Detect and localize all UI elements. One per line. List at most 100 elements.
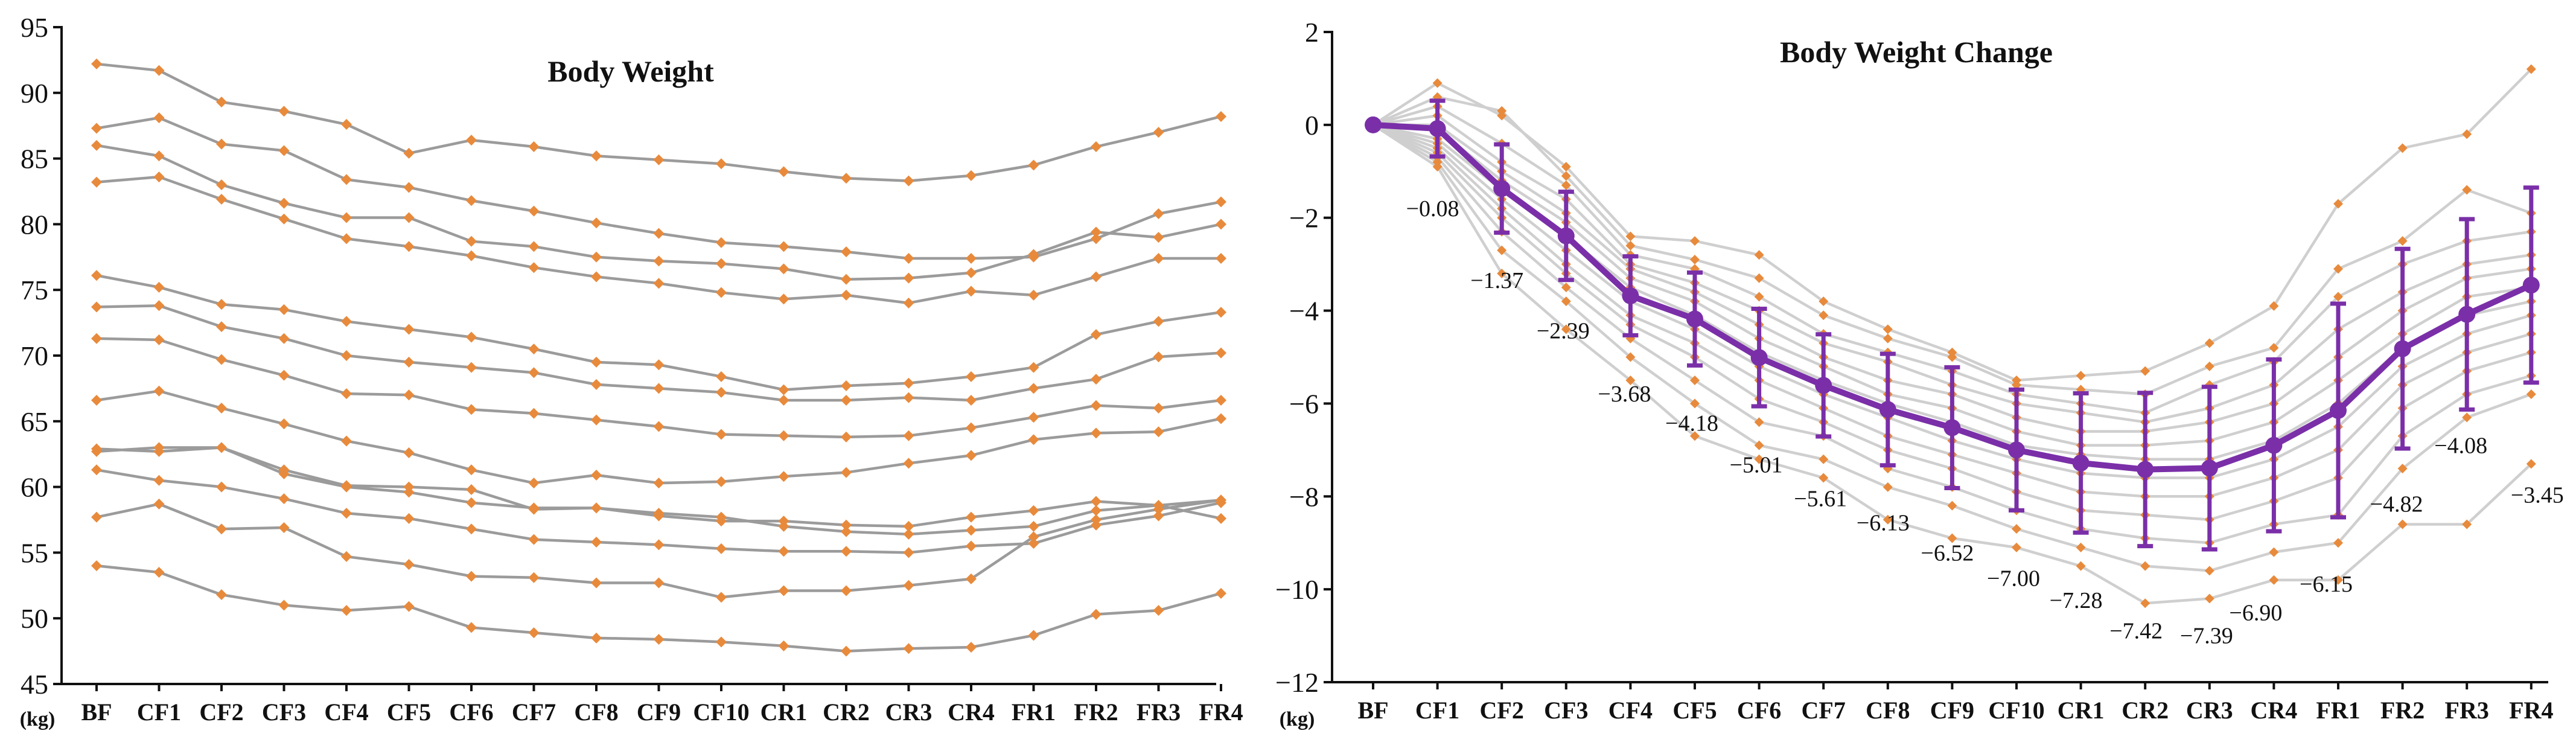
data-point [1091,271,1101,283]
data-point [1028,159,1039,171]
data-point [903,392,914,403]
data-point [1091,496,1101,507]
data-point [1690,398,1700,409]
data-point [903,175,914,187]
data-point [1028,630,1039,641]
data-point [653,255,665,267]
mean-point [2201,459,2218,477]
series-line [95,389,1223,485]
y-tick-label: −2 [1289,203,1319,234]
x-tick-label: CF7 [512,698,556,726]
data-point [778,585,789,596]
data-point [2333,199,2343,209]
data-point [1153,351,1164,363]
data-point [1754,292,1764,302]
data-point [341,174,352,185]
x-tick-label: BF [1357,697,1388,724]
data-point [91,123,102,134]
data-point [153,150,165,162]
data-point [153,498,165,510]
data-point [2012,542,2021,552]
data-point [1690,431,1700,441]
data-point [216,138,227,150]
data-point [466,250,477,261]
data-point [903,430,914,441]
x-tick-label: CR3 [2186,697,2233,724]
data-point [2462,129,2472,139]
data-point [216,481,227,493]
data-point [1690,254,1700,264]
data-point [2076,371,2086,381]
series-markers [91,58,1226,657]
data-point [1216,219,1226,230]
data-point [153,300,165,312]
data-point [966,642,977,653]
data-point [153,567,165,578]
data-point [278,418,290,430]
data-point [1561,296,1571,307]
x-tick-label: CR3 [885,698,933,726]
data-point [2333,292,2343,302]
data-point [903,272,914,284]
data-point [341,350,352,361]
x-tick-label: CF7 [1802,697,1846,724]
data-point [1153,403,1164,414]
x-tick-label: CR1 [2058,697,2105,724]
y-tick-label: 55 [21,537,48,568]
data-label: −3.45 [2511,482,2564,508]
data-point [278,522,290,534]
data-point [653,510,665,522]
data-label: −5.01 [1730,452,1783,478]
mean-point [2008,441,2025,459]
data-point [1497,269,1507,279]
data-point [91,139,102,151]
data-point [216,523,227,535]
data-point [1153,503,1164,515]
data-point [528,344,540,355]
data-point [591,356,602,368]
data-point [903,643,914,654]
mean-point [2265,436,2283,454]
data-label: −6.90 [2229,601,2282,626]
data-point [2204,566,2214,576]
data-point [1216,347,1226,359]
data-point [591,536,602,548]
data-point [2076,542,2086,552]
data-point [903,458,914,469]
data-point [1091,505,1101,516]
data-point [403,487,415,498]
data-point [1028,434,1039,446]
y-tick-label: 85 [21,144,48,174]
data-point [2333,575,2343,585]
data-point [216,97,227,108]
data-point [2269,575,2279,585]
data-point [466,484,477,495]
data-label: −7.00 [1987,566,2040,591]
data-label: −4.08 [2434,433,2487,459]
data-point [1153,426,1164,438]
data-point [2204,361,2214,371]
data-point [91,394,102,406]
data-point [1754,417,1764,427]
body-weight-change-panel: Body Weight Change (kg) −0.08−1.37−2.39−… [1275,17,2564,730]
data-point [716,237,727,248]
data-point [278,369,290,381]
data-point [716,592,727,603]
data-point [278,333,290,344]
data-label: −7.28 [2050,588,2103,613]
x-tick-label: CF3 [1544,697,1588,724]
data-point [966,170,977,181]
mean-point [1429,120,1446,138]
data-point [903,297,914,308]
x-tick-label: CR4 [2251,697,2298,724]
data-point [403,147,415,159]
data-point [903,252,914,264]
data-point [1561,171,1571,181]
data-point [1091,141,1101,153]
data-point [91,446,102,457]
data-point [466,235,477,247]
data-point [1497,106,1507,116]
y-tick-label: 0 [1305,110,1319,141]
mean-point [1365,116,1382,133]
x-tick-label: FR3 [1137,698,1181,726]
